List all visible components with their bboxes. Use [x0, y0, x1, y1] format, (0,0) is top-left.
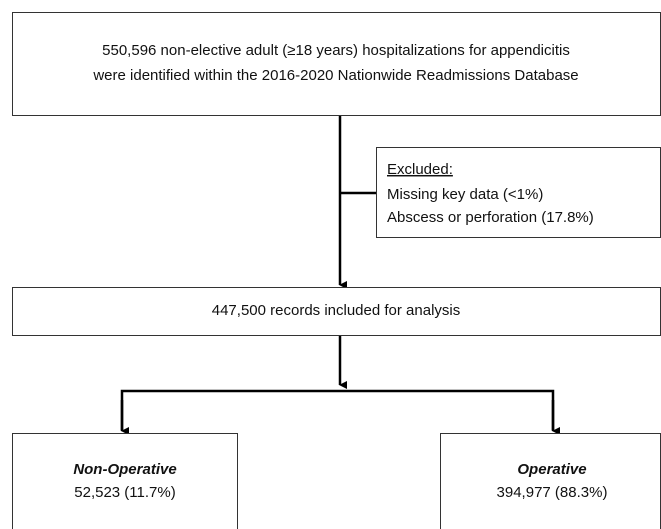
- box: [12, 433, 238, 529]
- box-text: 550,596 non-elective adult (≥18 years) h…: [102, 42, 570, 59]
- box-text: 394,977 (88.3%): [497, 484, 608, 501]
- box-text: Abscess or perforation (17.8%): [387, 209, 594, 226]
- box-text: 447,500 records included for analysis: [212, 302, 460, 319]
- box: [12, 287, 661, 336]
- box-text: 52,523 (11.7%): [74, 484, 175, 501]
- box-title: Excluded:: [387, 161, 453, 178]
- split-line: [120, 389, 555, 430]
- box-title: Operative: [517, 461, 586, 478]
- box-text: were identified within the 2016-2020 Nat…: [92, 67, 578, 84]
- box-text: Missing key data (<1%): [387, 186, 543, 203]
- box-title: Non-Operative: [73, 461, 176, 478]
- box: [440, 433, 661, 529]
- box: [12, 12, 661, 116]
- box: [376, 147, 661, 238]
